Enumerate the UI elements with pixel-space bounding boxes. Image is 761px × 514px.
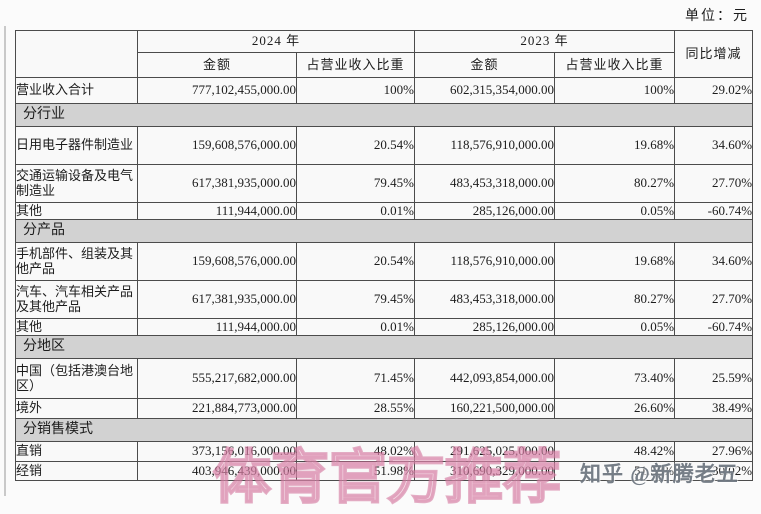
ratio-2023-cell: 73.40% (554, 358, 676, 399)
table-row-total: 营业收入合计 777,102,455,000.00 100% 602,315,3… (15, 77, 754, 104)
year-2023-header: 2023 年 (414, 30, 676, 53)
amount-2024-cell: 617,381,935,000.00 (137, 164, 297, 203)
amount-2024-cell: 221,884,773,000.00 (137, 398, 297, 419)
row-label-cell: 汽车、汽车相关产品及其他产品 (15, 280, 138, 319)
yoy-cell: 27.70% (674, 164, 754, 203)
row-label-cell: 其他 (15, 318, 138, 336)
section-label-cell: 分产品 (14, 219, 754, 243)
table-row: 经销 403,946,439,000.00 51.98% 310,690,329… (15, 461, 754, 481)
yoy-cell: 34.60% (674, 126, 754, 165)
ratio-2024-cell: 71.45% (295, 358, 416, 399)
table-row: 交通运输设备及电气制造业 617,381,935,000.00 79.45% 4… (15, 164, 754, 203)
section-row-industry: 分行业 (14, 103, 754, 127)
amount-2024-header: 金额 (137, 52, 297, 78)
section-label-cell: 分行业 (14, 103, 754, 127)
amount-2024-cell: 373,156,016,000.00 (137, 441, 297, 462)
ratio-2024-cell: 79.45% (295, 280, 416, 319)
row-label-cell: 中国（包括港澳台地区） (15, 358, 138, 399)
amount-2024-cell: 159,608,576,000.00 (137, 126, 297, 165)
amount-2023-cell: 118,576,910,000.00 (414, 242, 556, 281)
amount-2024-cell: 617,381,935,000.00 (137, 280, 297, 319)
section-row-region: 分地区 (14, 335, 754, 359)
table-row: 汽车、汽车相关产品及其他产品 617,381,935,000.00 79.45%… (15, 280, 754, 319)
amount-2024-cell: 111,944,000.00 (137, 318, 297, 336)
amount-2024-cell: 403,946,439,000.00 (137, 461, 297, 481)
amount-2023-cell: 285,126,000.00 (414, 202, 556, 220)
ratio-2024-cell: 48.02% (295, 441, 416, 462)
ratio-2024-cell: 0.01% (295, 318, 416, 336)
ratio-2023-cell: 48.42% (554, 441, 676, 462)
table-row: 中国（包括港澳台地区） 555,217,682,000.00 71.45% 44… (15, 358, 754, 399)
yoy-header: 同比增减 (674, 30, 754, 78)
ratio-2024-cell: 0.01% (295, 202, 416, 220)
amount-2024-cell: 111,944,000.00 (137, 202, 297, 220)
yoy-cell: 27.96% (674, 441, 754, 462)
amount-2023-cell: 291,625,025,000.00 (414, 441, 556, 462)
row-label-cell: 营业收入合计 (15, 77, 138, 104)
row-label-cell: 其他 (15, 202, 138, 220)
yoy-cell: -60.74% (674, 318, 754, 336)
table-row: 直销 373,156,016,000.00 48.02% 291,625,025… (15, 441, 754, 462)
row-label-cell: 日用电子器件制造业 (15, 126, 138, 165)
ratio-2023-cell: 100% (554, 77, 676, 104)
amount-2023-cell: 442,093,854,000.00 (414, 358, 556, 399)
amount-2023-cell: 285,126,000.00 (414, 318, 556, 336)
row-label-cell: 经销 (15, 461, 138, 481)
amount-2023-cell: 602,315,354,000.00 (414, 77, 556, 104)
ratio-2023-cell: 51.58% (554, 461, 676, 481)
amount-2023-cell: 118,576,910,000.00 (414, 126, 556, 165)
amount-2024-cell: 555,217,682,000.00 (137, 358, 297, 399)
amount-2023-cell: 160,221,500,000.00 (414, 398, 556, 419)
scan-edge-line (4, 26, 6, 496)
row-label-cell: 直销 (15, 441, 138, 462)
ratio-2024-cell: 20.54% (295, 126, 416, 165)
revenue-breakdown-table: 2024 年 2023 年 同比增减 金额 占营业收入比重 金额 占营业收入比重… (14, 30, 754, 481)
row-label-cell: 手机部件、组装及其他产品 (15, 242, 138, 281)
table-row: 其他 111,944,000.00 0.01% 285,126,000.00 0… (15, 318, 754, 336)
yoy-cell: 27.70% (674, 280, 754, 319)
ratio-2023-cell: 80.27% (554, 280, 676, 319)
table-row: 境外 221,884,773,000.00 28.55% 160,221,500… (15, 398, 754, 419)
ratio-2023-cell: 26.60% (554, 398, 676, 419)
amount-2024-cell: 777,102,455,000.00 (137, 77, 297, 104)
ratio-2024-cell: 28.55% (295, 398, 416, 419)
row-label-cell: 交通运输设备及电气制造业 (15, 164, 138, 203)
amount-2023-cell: 310,690,329,000.00 (414, 461, 556, 481)
table-row: 手机部件、组装及其他产品 159,608,576,000.00 20.54% 1… (15, 242, 754, 281)
section-label-cell: 分地区 (14, 335, 754, 359)
table-row: 日用电子器件制造业 159,608,576,000.00 20.54% 118,… (15, 126, 754, 165)
ratio-2024-cell: 79.45% (295, 164, 416, 203)
ratio-2023-cell: 19.68% (554, 126, 676, 165)
yoy-cell: 25.59% (674, 358, 754, 399)
ratio-2024-header: 占营业收入比重 (295, 52, 416, 78)
yoy-cell: 34.60% (674, 242, 754, 281)
ratio-2023-cell: 0.05% (554, 202, 676, 220)
ratio-2023-cell: 0.05% (554, 318, 676, 336)
ratio-2023-cell: 19.68% (554, 242, 676, 281)
section-row-sales-model: 分销售模式 (14, 418, 754, 442)
amount-2023-cell: 483,453,318,000.00 (414, 164, 556, 203)
table-row: 其他 111,944,000.00 0.01% 285,126,000.00 0… (15, 202, 754, 220)
section-label-cell: 分销售模式 (14, 418, 754, 442)
year-2024-header: 2024 年 (136, 30, 416, 53)
yoy-cell: 38.49% (674, 398, 754, 419)
section-row-product: 分产品 (14, 219, 754, 243)
row-label-cell: 境外 (15, 398, 138, 419)
ratio-2023-header: 占营业收入比重 (554, 52, 676, 78)
yoy-cell: -60.74% (674, 202, 754, 220)
amount-2024-cell: 159,608,576,000.00 (137, 242, 297, 281)
table-subheader-row: 金额 占营业收入比重 金额 占营业收入比重 (16, 52, 753, 78)
amount-2023-cell: 483,453,318,000.00 (414, 280, 556, 319)
amount-2023-header: 金额 (414, 52, 556, 78)
ratio-2024-cell: 51.98% (295, 461, 416, 481)
unit-label: 单位：元 (685, 9, 749, 24)
table-header-year-row: 2024 年 2023 年 同比增减 (15, 30, 754, 78)
ratio-2023-cell: 80.27% (554, 164, 676, 203)
ratio-2024-cell: 100% (295, 77, 416, 104)
corner-cell (15, 30, 138, 78)
yoy-cell: 30.02% (674, 461, 754, 481)
yoy-cell: 29.02% (674, 77, 754, 104)
ratio-2024-cell: 20.54% (295, 242, 416, 281)
